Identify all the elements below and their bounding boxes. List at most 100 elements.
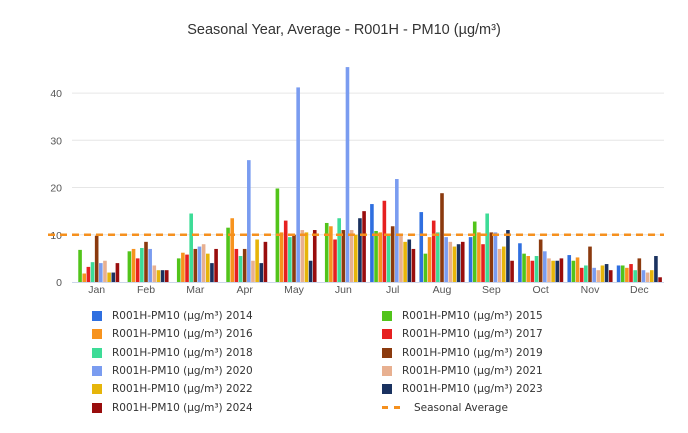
legend-item[interactable]: R001H-PM10 (µg/m³) 2020 (92, 363, 253, 379)
x-tick-label: Feb (137, 284, 155, 296)
bar (296, 87, 300, 283)
legend-item[interactable]: Seasonal Average (382, 400, 508, 416)
bar (571, 260, 576, 282)
legend-swatch (92, 347, 102, 358)
legend-item[interactable]: R001H-PM10 (µg/m³) 2022 (92, 381, 253, 397)
bar (90, 262, 95, 282)
bar (148, 248, 152, 282)
legend-label: R001H-PM10 (µg/m³) 2016 (112, 328, 253, 341)
legend-label: R001H-PM10 (µg/m³) 2017 (402, 328, 543, 341)
bar (349, 230, 354, 282)
bar (477, 232, 481, 282)
legend-swatch (382, 365, 392, 376)
bar (99, 263, 103, 282)
legend-item[interactable]: R001H-PM10 (µg/m³) 2014 (92, 308, 253, 324)
x-tick-label: Jul (386, 284, 399, 296)
bar (304, 232, 309, 282)
bar (181, 252, 185, 282)
bar (506, 230, 510, 282)
bar (658, 277, 662, 282)
bar (547, 258, 551, 282)
bar (358, 218, 362, 282)
bar (407, 239, 412, 282)
bar (94, 235, 99, 282)
legend-swatch (92, 402, 102, 413)
bar (559, 258, 564, 282)
bar (353, 234, 358, 282)
legend-swatch (382, 329, 392, 340)
bar (444, 237, 448, 282)
bar (633, 270, 637, 282)
bar (534, 256, 539, 282)
legend-label: R001H-PM10 (µg/m³) 2014 (112, 310, 253, 322)
bar (362, 211, 366, 282)
legend-swatch (382, 311, 392, 321)
x-tick-label: Jan (88, 284, 105, 296)
bar (427, 237, 432, 282)
bar (78, 249, 82, 282)
bar (440, 193, 444, 282)
bar (600, 265, 605, 282)
legend-item[interactable]: R001H-PM10 (µg/m³) 2021 (382, 363, 543, 379)
bar (543, 251, 547, 282)
legend-item[interactable]: R001H-PM10 (µg/m³) 2024 (92, 400, 253, 416)
legend-item[interactable]: R001H-PM10 (µg/m³) 2017 (382, 326, 543, 342)
x-tick-label: Dec (630, 284, 649, 296)
y-tick-label: 0 (56, 277, 62, 289)
bar (226, 227, 230, 282)
bar (193, 248, 198, 282)
bar (423, 253, 428, 282)
bar (135, 258, 140, 282)
bar (620, 265, 625, 282)
legend-item[interactable]: R001H-PM10 (µg/m³) 2016 (92, 326, 253, 342)
bar (588, 246, 592, 282)
legend-item[interactable]: R001H-PM10 (µg/m³) 2018 (92, 345, 253, 361)
bar (333, 239, 337, 282)
bar (616, 265, 621, 282)
chart-title: Seasonal Year, Average - R001H - PM10 (µ… (187, 22, 501, 38)
legend-label: R001H-PM10 (µg/m³) 2018 (112, 346, 253, 359)
bar (292, 234, 296, 282)
bar (629, 264, 633, 282)
bar (637, 258, 642, 282)
bar (189, 213, 193, 282)
y-tick-label: 20 (50, 183, 62, 195)
bar (456, 244, 461, 282)
bar (468, 237, 473, 282)
bar (555, 260, 560, 282)
x-tick-label: Nov (581, 284, 600, 296)
bar (164, 270, 169, 282)
y-tick-label: 40 (50, 88, 62, 100)
bar (201, 244, 206, 282)
x-tick-label: Jun (335, 284, 352, 296)
bar (300, 230, 305, 282)
bar (608, 270, 613, 282)
bar (341, 230, 346, 282)
bar (115, 263, 120, 282)
x-tick-label: Oct (532, 284, 548, 296)
legend-label: R001H-PM10 (µg/m³) 2020 (112, 364, 253, 377)
legend-item[interactable]: R001H-PM10 (µg/m³) 2019 (382, 345, 543, 361)
bar (510, 260, 514, 282)
legend-line-marker (382, 406, 400, 409)
x-tick-label: Mar (186, 284, 205, 296)
bar (111, 272, 116, 282)
bar (596, 270, 601, 282)
bar (460, 241, 465, 282)
legend-swatch (92, 384, 102, 395)
bar (481, 244, 485, 282)
bar (197, 246, 202, 282)
bar (345, 67, 350, 282)
bar (374, 230, 378, 282)
bar (283, 220, 288, 282)
bar (251, 260, 255, 282)
legend-label: Seasonal Average (414, 401, 508, 414)
bar (329, 226, 333, 282)
bar (210, 263, 214, 282)
legend-item[interactable]: R001H-PM10 (µg/m³) 2015 (382, 308, 543, 324)
bar (390, 226, 395, 282)
bar (526, 256, 531, 282)
x-tick-label: May (284, 284, 305, 296)
x-tick-label: Aug (433, 284, 452, 296)
legend-item[interactable]: R001H-PM10 (µg/m³) 2023 (382, 381, 543, 397)
